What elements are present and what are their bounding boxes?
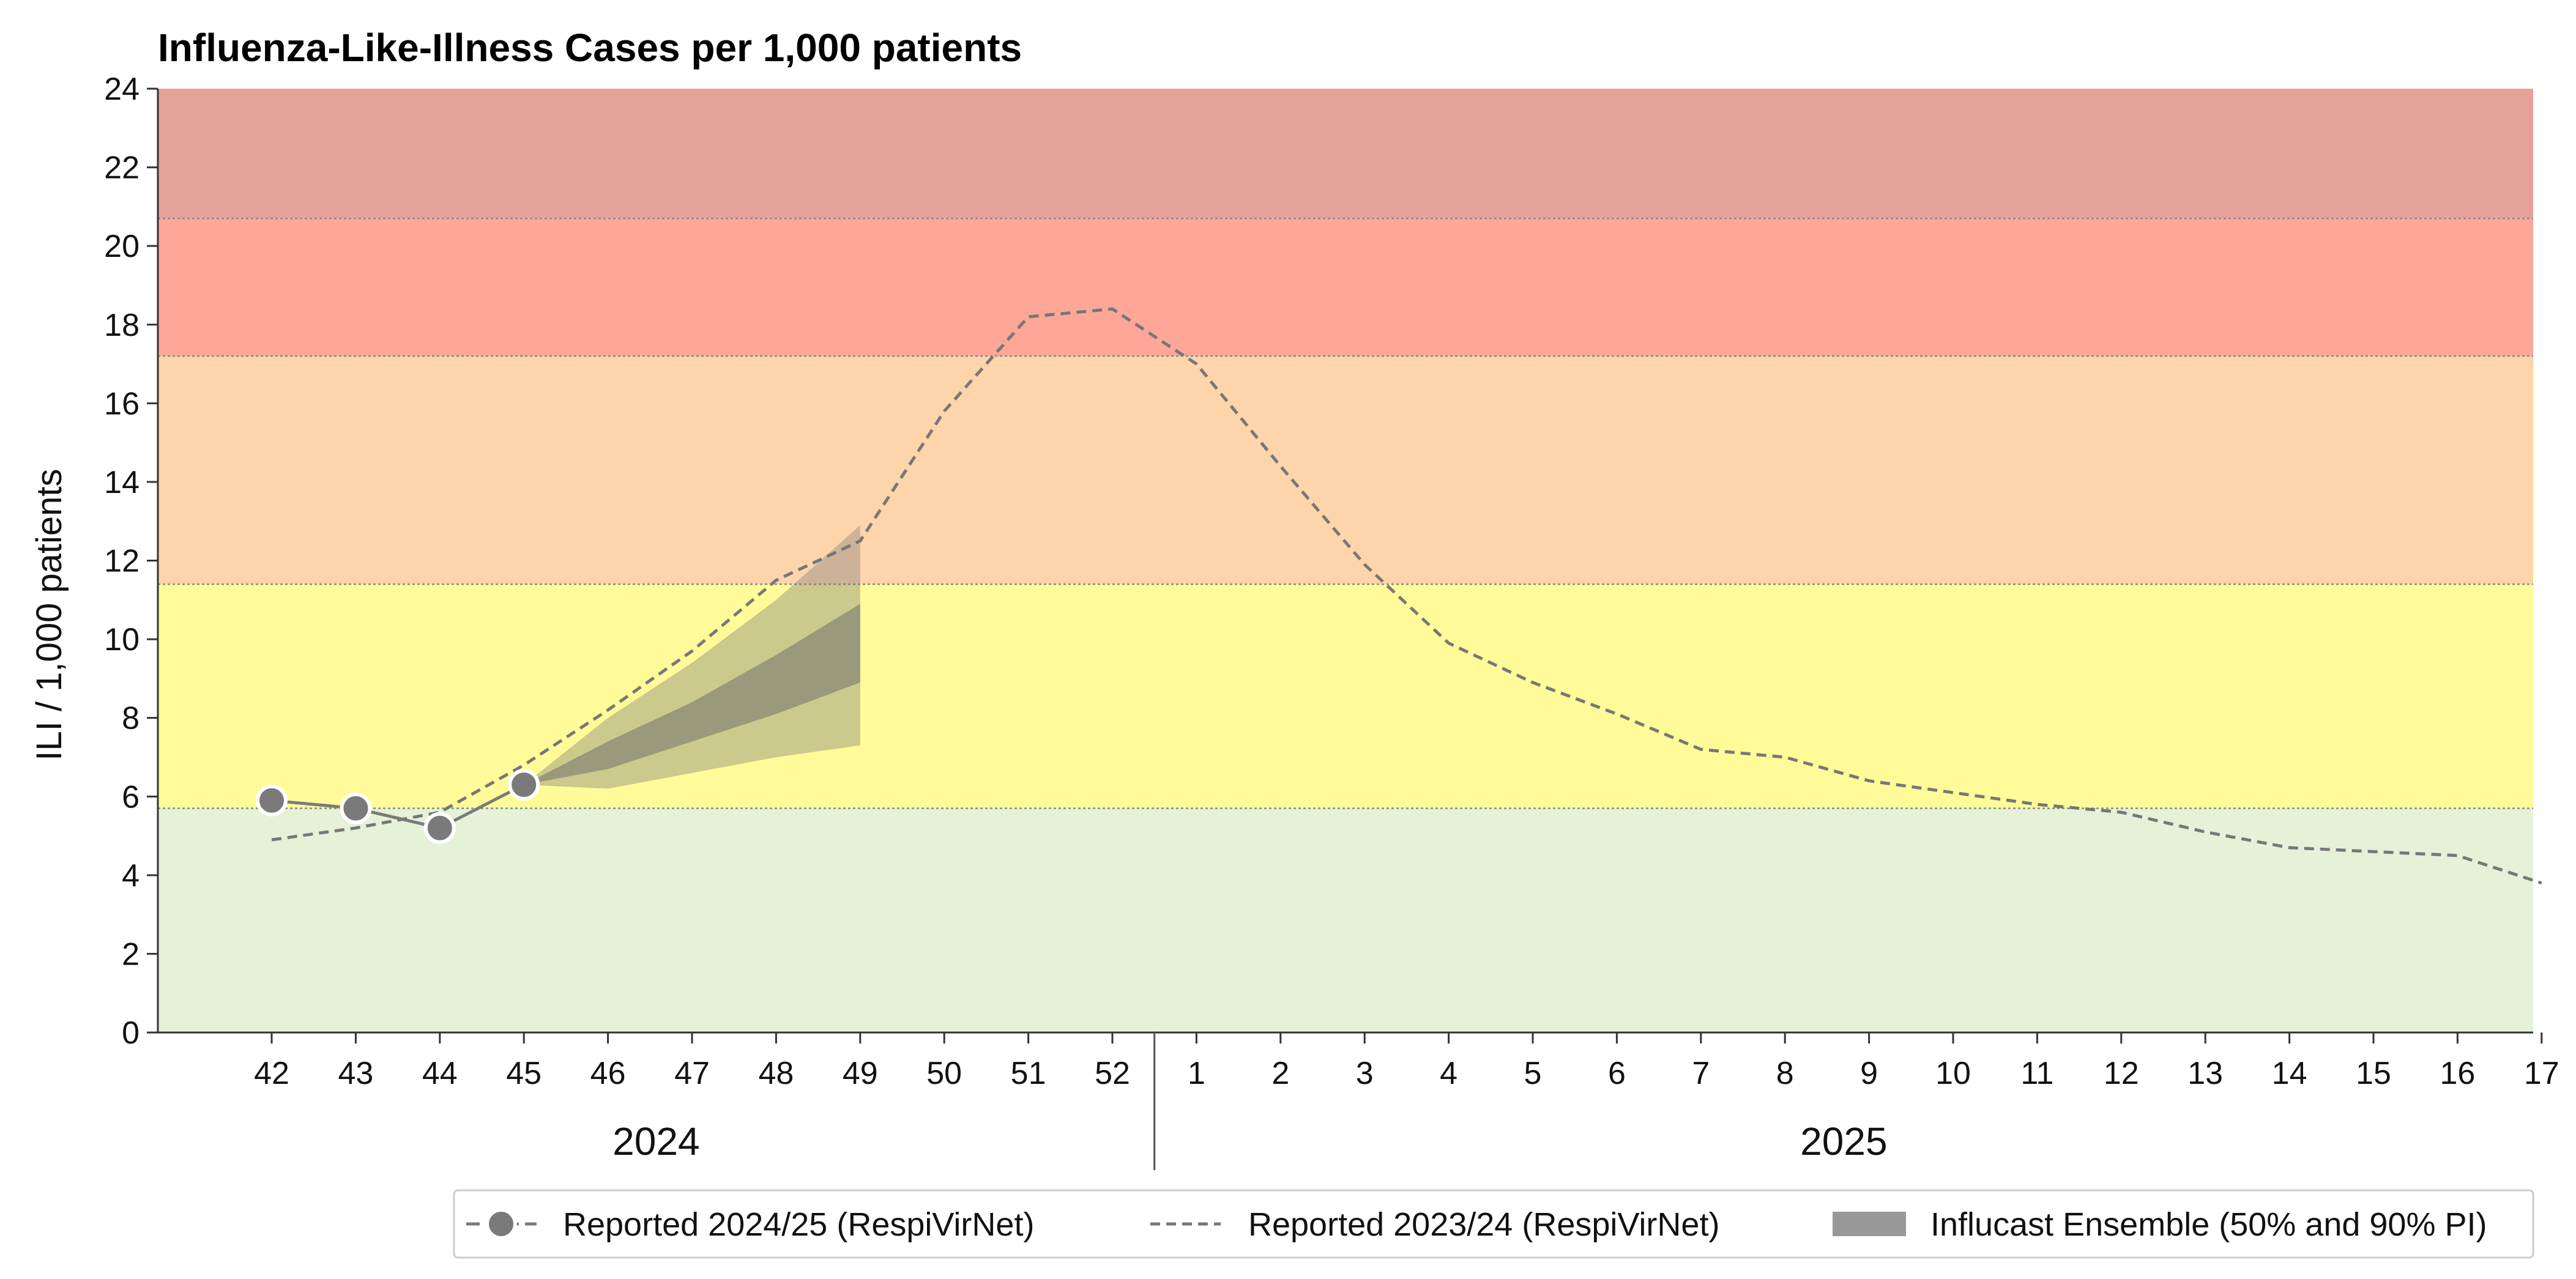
y-tick-label-8: 8 — [122, 701, 140, 736]
x-tick-label-week-16: 16 — [2440, 1056, 2475, 1091]
forecast-pi90-band — [524, 525, 860, 789]
x-tick-label-week-44: 44 — [422, 1056, 458, 1091]
forecast-pi50-band — [524, 604, 860, 785]
legend-label-1: Reported 2023/24 (RespiVirNet) — [1248, 1206, 1719, 1243]
x-tick-label-week-1: 1 — [1188, 1056, 1205, 1091]
intensity-band-0 — [158, 808, 2533, 1032]
forecast-interval-layer — [524, 525, 860, 789]
intensity-band-3 — [158, 218, 2533, 357]
x-tick-label-week-49: 49 — [843, 1056, 878, 1091]
intensity-band-2 — [158, 356, 2533, 585]
x-tick-label-week-6: 6 — [1608, 1056, 1626, 1091]
y-tick-label-24: 24 — [104, 72, 140, 107]
x-tick-label-week-47: 47 — [674, 1056, 710, 1091]
x-tick-label-week-13: 13 — [2187, 1056, 2223, 1091]
y-tick-label-2: 2 — [122, 936, 140, 972]
x-tick-label-week-17: 17 — [2524, 1056, 2559, 1091]
x-tick-label-week-50: 50 — [926, 1056, 962, 1091]
x-tick-label-week-2: 2 — [1271, 1056, 1289, 1091]
legend-label-2: Influcast Ensemble (50% and 90% PI) — [1930, 1206, 2487, 1243]
x-tick-label-week-4: 4 — [1440, 1056, 1457, 1091]
y-tick-label-16: 16 — [104, 386, 140, 421]
y-tick-label-22: 22 — [104, 150, 140, 186]
legend-box — [453, 1189, 2534, 1259]
data-point-week-44 — [423, 812, 456, 844]
x-tick-label-week-11: 11 — [2020, 1056, 2053, 1091]
x-tick-label-week-43: 43 — [338, 1056, 373, 1091]
y-tick-label-18: 18 — [104, 308, 140, 343]
y-tick-label-10: 10 — [104, 622, 140, 658]
x-tick-label-week-52: 52 — [1095, 1056, 1130, 1091]
legend-label-0: Reported 2024/25 (RespiVirNet) — [563, 1206, 1034, 1243]
x-tick-label-week-5: 5 — [1524, 1056, 1542, 1091]
intensity-threshold-lines — [158, 217, 2533, 809]
series-line-reported-2024-25 — [271, 783, 525, 830]
x-tick-label-week-46: 46 — [590, 1056, 626, 1091]
chart-title: Influenza-Like-Illness Cases per 1,000 p… — [158, 26, 1022, 70]
data-point-week-43 — [340, 792, 372, 825]
x-tick-label-week-48: 48 — [758, 1056, 794, 1091]
x-tick-label-week-7: 7 — [1692, 1056, 1710, 1091]
data-point-week-42 — [256, 784, 288, 817]
intensity-bands — [158, 89, 2533, 1032]
data-point-week-45 — [508, 768, 540, 801]
year-label-2024: 2024 — [612, 1119, 699, 1163]
y-tick-label-14: 14 — [104, 465, 140, 500]
intensity-band-4 — [158, 89, 2533, 219]
legend-symbol-influcast-ensemble — [1833, 1212, 1906, 1236]
y-tick-label-0: 0 — [122, 1015, 140, 1051]
x-tick-label-week-9: 9 — [1860, 1056, 1878, 1091]
year-label-2025: 2025 — [1800, 1119, 1887, 1163]
y-axis-title: ILI / 1,000 patients — [29, 469, 69, 760]
x-tick-label-week-42: 42 — [254, 1056, 289, 1091]
x-tick-label-week-12: 12 — [2104, 1056, 2139, 1091]
y-tick-label-4: 4 — [122, 858, 140, 894]
x-tick-label-week-45: 45 — [506, 1056, 542, 1091]
series-layer — [256, 307, 2542, 885]
x-tick-label-week-8: 8 — [1776, 1056, 1794, 1091]
y-tick-label-20: 20 — [104, 229, 140, 264]
y-tick-label-12: 12 — [104, 544, 140, 579]
y-tick-label-6: 6 — [122, 779, 140, 815]
x-tick-label-week-10: 10 — [1935, 1056, 1971, 1091]
x-tick-label-week-14: 14 — [2272, 1056, 2307, 1091]
legend: Reported 2024/25 (RespiVirNet) Reported 2… — [453, 1189, 2534, 1259]
x-tick-label-week-15: 15 — [2356, 1056, 2391, 1091]
x-tick-label-week-51: 51 — [1011, 1056, 1046, 1091]
legend-marker-reported-2024-25 — [485, 1208, 517, 1240]
x-tick-label-week-3: 3 — [1356, 1056, 1374, 1091]
series-line-reported-2023-24 — [271, 307, 2542, 885]
